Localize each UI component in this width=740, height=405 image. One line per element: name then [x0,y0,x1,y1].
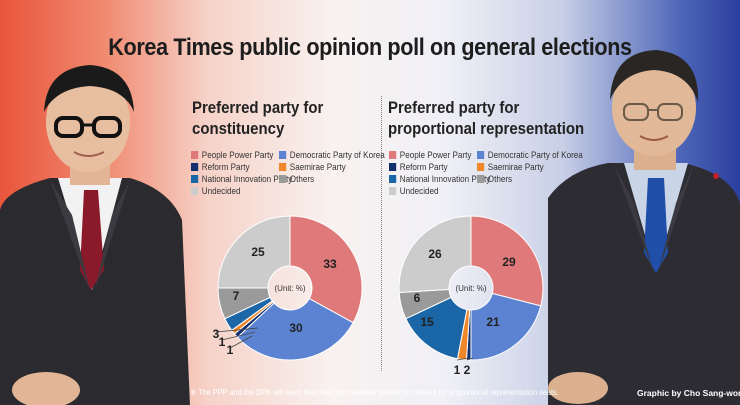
legend-swatch [191,187,199,195]
legend-swatch [279,175,287,183]
legend-item: Reform Party [191,162,250,172]
legend-label: Undecided [399,186,439,196]
legend-item: People Power Party [191,150,273,160]
data-label: 3 [213,327,220,341]
graphic-credit: Graphic by Cho Sang-won [637,388,740,398]
panel-title-line: Preferred party for [192,98,324,117]
legend-label: Reform Party [399,162,448,172]
data-label: 6 [414,291,421,305]
legend-swatch [477,175,485,183]
legend-swatch [191,151,199,159]
legend-item: Others [279,174,314,184]
pie-chart-constituency: 33 30 113 7 25 (Unit: %) [213,215,363,361]
legend-item: National Innovation Party [191,174,292,184]
footnote: ※ The PPP and the DPK will each field th… [190,388,559,397]
panel-title-line: constituency [192,119,285,138]
panel-title-line: Preferred party for [388,98,520,117]
pie-slice [289,215,363,324]
legend-label: Democratic Party of Korea [487,150,583,160]
data-label: 30 [289,321,303,335]
legend-item: People Power Party [389,150,471,160]
data-label: 26 [428,247,442,261]
leader-line [456,357,470,361]
legend-label: Reform Party [201,162,250,172]
legend-swatch [389,187,397,195]
legend-label: People Power Party [399,150,472,160]
data-label: 1 [227,343,234,357]
legend-swatch [477,151,485,159]
person-photo-right [548,38,740,405]
legend-label: Others [289,174,315,184]
legend-label: National Innovation Party [201,174,293,184]
data-label: 25 [251,245,265,259]
legend-label: Saemirae Party [487,162,544,172]
legend-label: Democratic Party of Korea [289,150,385,160]
page-title: Korea Times public opinion poll on gener… [108,34,632,61]
legend-swatch [191,175,199,183]
legend-item: Saemirae Party [477,162,544,172]
legend-swatch [477,163,485,171]
legend-swatch [279,163,287,171]
panel-title-line: proportional representation [388,119,585,138]
data-label: 21 [486,315,500,329]
pie-chart-proportional: 29 21 1 2 15 6 26 (Unit: %) [398,215,544,377]
person-photo-left [0,40,190,405]
legend-label: Saemirae Party [289,162,346,172]
legend-swatch [389,175,397,183]
legend-item: Reform Party [389,162,448,172]
legend-swatch [389,163,397,171]
leader-line [215,327,259,333]
legend-item: Undecided [389,186,439,196]
legend-label: National Innovation Party [399,174,491,184]
legend-label: Undecided [201,186,241,196]
panel-divider [381,96,382,371]
unit-label: (Unit: %) [274,284,305,293]
legend-item: Others [477,174,512,184]
legend-swatch [389,151,397,159]
legend-item: Democratic Party of Korea [279,150,385,160]
leader-line [221,331,256,341]
legend-item: Democratic Party of Korea [477,150,583,160]
legend-label: Others [487,174,513,184]
panel-title-proportional: Preferred party for proportional represe… [388,97,584,139]
legend-item: Undecided [191,186,241,196]
data-label: 33 [323,257,337,271]
legend-swatch [279,151,287,159]
data-label: 1 [219,335,226,349]
pie-slice [236,297,354,361]
data-label: 29 [502,255,516,269]
legend-item: National Innovation Party [389,174,490,184]
data-label: 15 [420,315,434,329]
leader-line [466,357,474,361]
legend-item: Saemirae Party [279,162,346,172]
pie-slice [470,292,542,361]
leader-line [229,335,253,349]
data-label: 7 [233,289,240,303]
unit-label: (Unit: %) [455,284,486,293]
pie-slice [217,215,291,289]
pie-slice [398,215,472,294]
legend-label: People Power Party [201,150,274,160]
panel-title-constituency: Preferred party for constituency [192,97,323,139]
legend-swatch [191,163,199,171]
pie-slice [470,215,544,307]
data-label: 1 [454,363,461,377]
data-label: 2 [464,363,471,377]
